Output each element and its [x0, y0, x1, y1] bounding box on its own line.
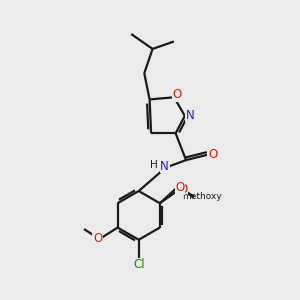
Text: methoxy: methoxy [182, 192, 222, 201]
Text: O: O [93, 232, 102, 245]
Text: O: O [175, 181, 184, 194]
Text: O: O [208, 148, 217, 161]
Text: O: O [178, 183, 187, 196]
Text: H: H [150, 160, 158, 170]
Text: N: N [185, 109, 194, 122]
Text: O: O [172, 88, 182, 101]
Text: Cl: Cl [133, 258, 145, 271]
Text: N: N [160, 160, 169, 172]
